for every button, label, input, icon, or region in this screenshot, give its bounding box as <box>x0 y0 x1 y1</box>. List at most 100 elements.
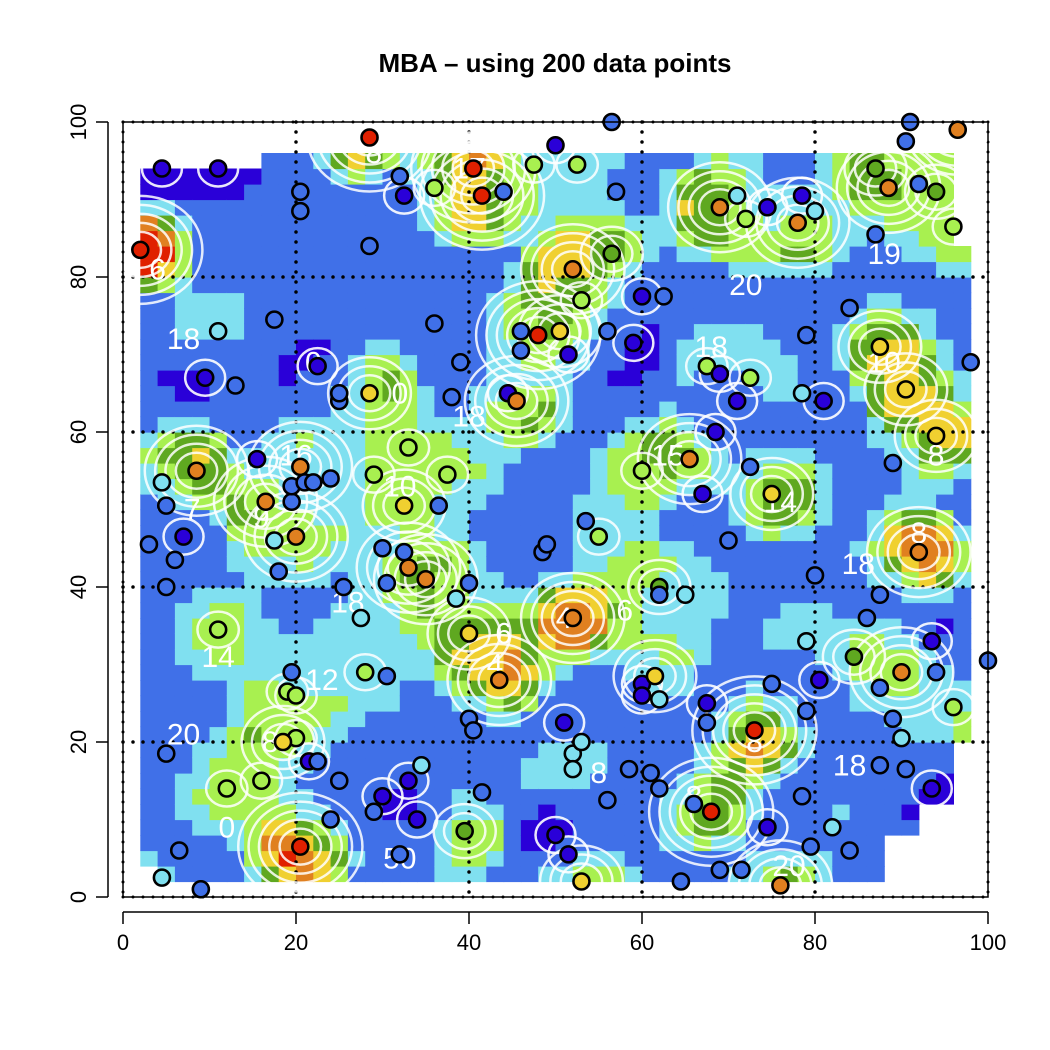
contour-line <box>589 234 634 273</box>
surface-cell <box>849 742 868 759</box>
data-point <box>308 356 327 376</box>
surface-cell <box>174 804 193 821</box>
surface-cell <box>278 292 297 309</box>
surface-cell <box>953 540 972 557</box>
surface-cell <box>330 602 349 619</box>
surface-cell <box>417 339 435 356</box>
surface-cell <box>365 850 384 867</box>
surface-cell <box>676 726 695 743</box>
surface-cell <box>780 168 799 185</box>
surface-cell <box>642 184 660 201</box>
surface-cell <box>676 742 695 759</box>
surface-cell <box>226 323 245 340</box>
data-point <box>308 752 327 771</box>
surface-cell <box>572 664 591 681</box>
surface-cell <box>313 680 332 697</box>
surface-cell <box>642 726 660 743</box>
surface-cell <box>244 370 262 387</box>
contour-line <box>183 358 227 397</box>
surface-cell <box>365 742 384 759</box>
surface-cell <box>572 788 591 805</box>
surface-cell <box>797 463 816 480</box>
surface-cell <box>797 308 816 325</box>
surface-cell <box>607 354 626 371</box>
surface-cell <box>296 153 314 170</box>
data-point <box>303 473 323 492</box>
surface-cell <box>451 308 470 325</box>
surface-cell <box>745 742 764 759</box>
surface-cell <box>192 680 211 697</box>
surface-cell <box>296 385 314 402</box>
contour-line <box>257 809 343 884</box>
surface-cell <box>520 850 539 867</box>
surface-cell <box>330 246 349 263</box>
surface-cell <box>313 633 332 650</box>
surface-cell <box>693 385 712 402</box>
surface-cell <box>365 199 384 216</box>
surface-cell <box>815 788 833 805</box>
surface-cell <box>815 463 833 480</box>
surface-cell <box>330 695 349 712</box>
surface-cell <box>849 230 868 247</box>
surface-cell <box>469 432 487 449</box>
surface-cell <box>209 587 228 604</box>
data-point <box>559 845 578 864</box>
surface-cell <box>157 308 176 325</box>
surface-cell <box>226 308 245 325</box>
surface-cell <box>572 432 591 449</box>
surface-cell <box>347 773 366 790</box>
surface-cell <box>261 401 280 418</box>
surface-cell <box>399 323 418 340</box>
data-point <box>740 457 760 477</box>
surface-cell <box>884 277 903 294</box>
surface-cell <box>347 695 366 712</box>
surface-cell <box>382 246 401 263</box>
surface-cell <box>642 804 660 821</box>
surface-cell <box>832 416 851 433</box>
surface-cell <box>745 416 764 433</box>
surface-cell <box>140 571 159 588</box>
surface-cell <box>936 261 954 278</box>
surface-cell <box>365 602 384 619</box>
surface-cell <box>832 556 851 573</box>
surface-cell <box>434 695 453 712</box>
surface-cell <box>520 478 539 495</box>
contour-line <box>711 693 798 768</box>
surface-cell <box>884 773 903 790</box>
surface-cell <box>953 323 972 340</box>
surface-cell <box>192 478 211 495</box>
surface-cell <box>192 664 211 681</box>
surface-cell <box>953 385 972 402</box>
surface-cell <box>278 261 297 278</box>
data-point <box>360 236 379 256</box>
data-point <box>373 786 392 806</box>
surface-cell <box>330 726 349 743</box>
surface-cell <box>226 618 245 635</box>
surface-cell <box>676 246 695 263</box>
surface-cell <box>226 633 245 650</box>
surface-cell <box>365 432 384 449</box>
surface-cell <box>884 230 903 247</box>
data-point <box>399 438 418 457</box>
surface-cell <box>866 742 885 759</box>
surface-cell <box>832 261 851 278</box>
contour-line <box>559 862 604 897</box>
surface-cell <box>728 587 747 604</box>
data-point <box>256 492 276 512</box>
contour-line <box>247 800 354 893</box>
surface-cell <box>745 432 764 449</box>
data-point <box>377 573 397 593</box>
surface-cell <box>832 525 851 542</box>
data-point <box>814 391 833 411</box>
surface-cell <box>140 199 159 216</box>
surface-cell <box>866 292 885 309</box>
surface-cell <box>520 447 539 464</box>
data-point <box>407 810 427 829</box>
surface-cell <box>192 401 211 418</box>
surface-cell <box>347 804 366 821</box>
surface-cell <box>642 742 660 759</box>
data-point <box>909 174 929 194</box>
surface-cell <box>590 463 608 480</box>
surface-cell <box>209 385 228 402</box>
contour-line <box>728 358 773 397</box>
